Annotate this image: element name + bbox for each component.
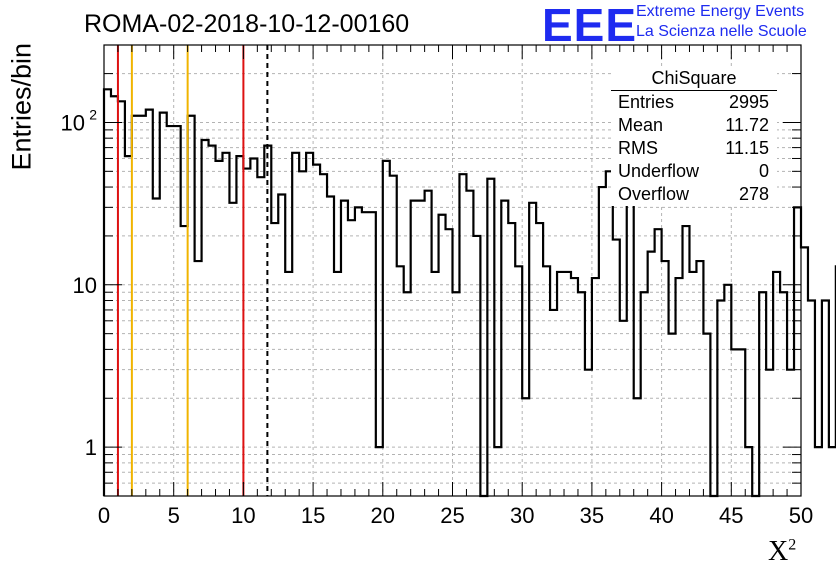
histogram-bin — [167, 126, 174, 496]
histogram-bars — [102, 88, 836, 498]
x-tick-label: 10 — [231, 503, 255, 528]
y-tick-label: 10 — [61, 110, 85, 135]
stats-row-underflow: Underflow 0 — [611, 160, 777, 183]
stats-label: RMS — [618, 138, 658, 158]
stats-label: Entries — [618, 92, 675, 112]
plot-title: ROMA-02-2018-10-12-00160 — [84, 10, 410, 38]
stats-row-rms: RMS 11.15 — [611, 137, 777, 160]
histogram-bin — [139, 116, 146, 496]
histogram-bin — [669, 334, 676, 496]
y-tick-label-exponent: 2 — [89, 106, 97, 122]
stats-label: Overflow — [618, 184, 690, 204]
x-tick-label: 40 — [649, 503, 673, 528]
y-tick-label: 10 — [73, 273, 97, 298]
x-axis-label: X2 — [768, 536, 796, 568]
histogram-bin — [655, 229, 662, 496]
histogram-bin — [111, 96, 118, 496]
eee-logo: EEE — [542, 0, 638, 51]
histogram-bin — [815, 447, 822, 496]
histogram-bin — [404, 292, 411, 496]
stats-value: 11.72 — [725, 115, 769, 135]
stats-value: 2995 — [728, 92, 769, 112]
histogram-bin — [320, 174, 327, 496]
x-axis-label-text: X — [768, 536, 789, 567]
stats-row-mean: Mean 11.72 — [611, 114, 777, 137]
stats-value: 278 — [738, 184, 769, 204]
histogram-bin — [313, 165, 320, 496]
histogram-bin — [418, 201, 425, 496]
grid-lines — [103, 44, 802, 497]
histogram-bin — [731, 349, 738, 496]
histogram-bin — [153, 199, 160, 496]
x-tick-label: 30 — [510, 503, 534, 528]
histogram-bin — [620, 321, 627, 496]
stats-label: Underflow — [618, 161, 700, 181]
x-tick-label: 0 — [98, 503, 110, 528]
stats-row-overflow: Overflow 278 — [611, 183, 777, 206]
histogram-outline — [102, 88, 836, 498]
histogram-bin — [271, 223, 278, 496]
x-tick-label: 45 — [719, 503, 743, 528]
histogram-bin — [250, 158, 257, 496]
histogram-bin — [306, 153, 313, 496]
histogram-bin — [787, 370, 794, 496]
histogram-bin — [257, 177, 264, 496]
stats-label: Mean — [618, 115, 664, 135]
logo-tagline-2: La Scienza nelle Scuole — [636, 23, 807, 40]
histogram-bin — [195, 261, 202, 496]
y-tick-label: 1 — [85, 435, 97, 460]
histogram-bin — [181, 226, 188, 496]
x-tick-label: 15 — [301, 503, 325, 528]
histogram-bin — [453, 292, 460, 496]
histogram-bin — [766, 370, 773, 496]
axes — [103, 44, 802, 497]
histogram-bin — [362, 212, 369, 496]
histogram-bin — [550, 310, 557, 496]
x-tick-label: 20 — [371, 503, 395, 528]
stats-box: ChiSquare Entries 2995 Mean 11.72 RMS 11.15… — [611, 66, 777, 206]
histogram-bin — [118, 101, 125, 496]
x-tick-label: 5 — [168, 503, 180, 528]
x-tick-label: 25 — [440, 503, 464, 528]
x-axis-label-superscript: 2 — [788, 536, 797, 554]
stats-value: 0 — [758, 161, 769, 181]
x-tick-label: 35 — [580, 503, 604, 528]
histogram-bin — [222, 153, 229, 496]
histogram-bin — [216, 161, 223, 496]
histogram-bin — [585, 370, 592, 496]
logo-tagline-1: Extreme Energy Events — [636, 3, 805, 20]
y-axis-label: Entries/bin — [6, 42, 37, 171]
stats-row-entries: Entries 2995 — [611, 91, 777, 114]
marker-lines — [116, 45, 269, 496]
x-tick-label: 50 — [789, 503, 813, 528]
histogram-bin — [132, 116, 139, 496]
histogram-bin — [355, 207, 362, 496]
stats-value: 11.15 — [725, 138, 769, 158]
histogram-bin — [829, 447, 836, 496]
stats-title: ChiSquare — [611, 66, 777, 91]
